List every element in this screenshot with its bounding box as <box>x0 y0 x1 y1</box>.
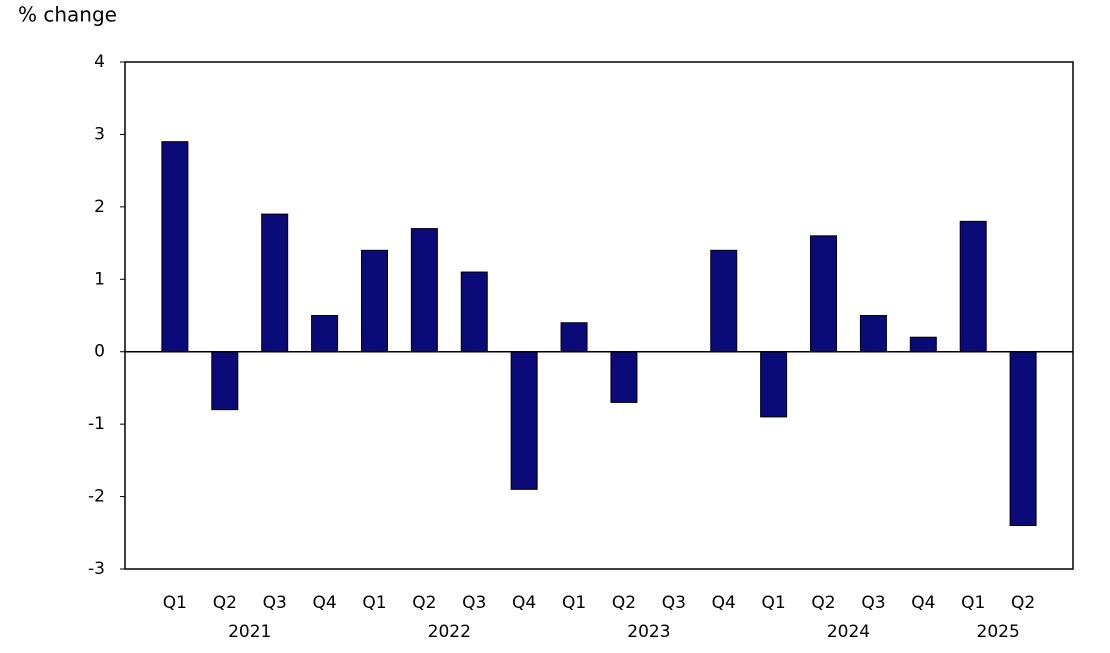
x-tick-label: Q1 <box>762 593 786 613</box>
x-tick-label: Q3 <box>861 593 885 613</box>
x-tick-label: Q2 <box>612 593 636 613</box>
x-tick-label: Q2 <box>811 593 835 613</box>
x-group-label: 2025 <box>977 622 1020 642</box>
bar <box>410 228 438 353</box>
bar <box>360 249 388 353</box>
bar <box>460 271 488 353</box>
y-tick-label: 2 <box>94 197 105 217</box>
y-axis-label: % change <box>18 3 117 27</box>
bar <box>560 322 588 353</box>
x-tick-label: Q4 <box>712 593 736 613</box>
x-group-label: 2022 <box>428 622 471 642</box>
x-tick-label: Q4 <box>312 593 336 613</box>
y-tick-label: 1 <box>94 269 105 289</box>
y-tick-label: -1 <box>88 414 105 434</box>
bar <box>161 141 189 353</box>
x-group-label: 2023 <box>627 622 670 642</box>
x-tick-label: Q1 <box>562 593 586 613</box>
x-tick-label: Q4 <box>512 593 536 613</box>
bar <box>859 315 887 353</box>
x-tick-label: Q2 <box>213 593 237 613</box>
x-tick-label: Q1 <box>362 593 386 613</box>
x-tick-label: Q2 <box>412 593 436 613</box>
x-tick-label: Q4 <box>911 593 935 613</box>
x-group-label: 2021 <box>228 622 271 642</box>
y-tick-label: -2 <box>88 487 105 507</box>
plot-frame <box>124 61 1074 570</box>
x-tick-label: Q3 <box>662 593 686 613</box>
y-tick-label: 4 <box>94 52 105 72</box>
bar <box>760 351 788 418</box>
x-tick-label: Q3 <box>462 593 486 613</box>
x-group-label: 2024 <box>827 622 870 642</box>
bar <box>261 213 289 353</box>
y-tick-label: -3 <box>88 559 105 579</box>
bar <box>810 235 838 353</box>
bar <box>959 220 987 353</box>
bar <box>510 351 538 490</box>
x-tick-label: Q3 <box>263 593 287 613</box>
bar <box>211 351 239 411</box>
bar <box>1009 351 1037 527</box>
bar <box>610 351 638 403</box>
bar <box>311 315 339 353</box>
x-tick-label: Q1 <box>163 593 187 613</box>
y-tick-label: 3 <box>94 124 105 144</box>
x-tick-label: Q2 <box>1011 593 1035 613</box>
bar <box>909 336 937 353</box>
x-tick-label: Q1 <box>961 593 985 613</box>
y-tick-label: 0 <box>94 342 105 362</box>
bar <box>710 249 738 353</box>
